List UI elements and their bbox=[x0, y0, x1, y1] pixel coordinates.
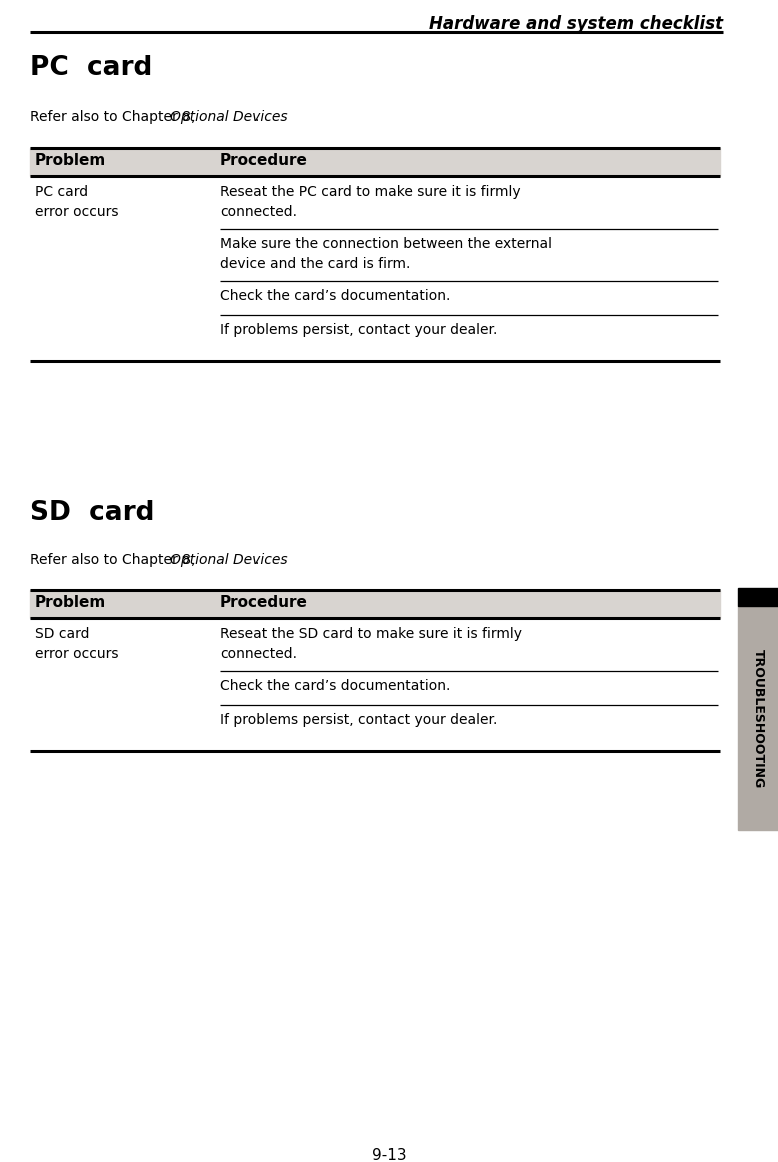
Bar bbox=[738, 588, 778, 607]
Text: Refer also to Chapter 8,: Refer also to Chapter 8, bbox=[30, 553, 200, 567]
Text: .: . bbox=[255, 553, 259, 567]
Text: .: . bbox=[255, 110, 259, 124]
Text: Procedure: Procedure bbox=[220, 153, 308, 168]
Text: If problems persist, contact your dealer.: If problems persist, contact your dealer… bbox=[220, 323, 497, 337]
Text: PC card
error occurs: PC card error occurs bbox=[35, 185, 118, 218]
Bar bbox=[30, 148, 720, 175]
Bar bbox=[738, 607, 778, 830]
Text: Check the card’s documentation.: Check the card’s documentation. bbox=[220, 679, 450, 693]
Text: Problem: Problem bbox=[35, 595, 107, 610]
Text: Hardware and system checklist: Hardware and system checklist bbox=[429, 15, 723, 33]
Text: Procedure: Procedure bbox=[220, 595, 308, 610]
Text: Optional Devices: Optional Devices bbox=[170, 110, 288, 124]
Text: TROUBLESHOOTING: TROUBLESHOOTING bbox=[752, 650, 765, 789]
Text: If problems persist, contact your dealer.: If problems persist, contact your dealer… bbox=[220, 713, 497, 727]
Text: PC  card: PC card bbox=[30, 55, 152, 81]
Text: Refer also to Chapter 8,: Refer also to Chapter 8, bbox=[30, 110, 200, 124]
Text: Reseat the SD card to make sure it is firmly
connected.: Reseat the SD card to make sure it is fi… bbox=[220, 627, 522, 660]
Text: Make sure the connection between the external
device and the card is firm.: Make sure the connection between the ext… bbox=[220, 237, 552, 271]
Text: Optional Devices: Optional Devices bbox=[170, 553, 288, 567]
Text: Problem: Problem bbox=[35, 153, 107, 168]
Text: Check the card’s documentation.: Check the card’s documentation. bbox=[220, 289, 450, 303]
Text: SD card
error occurs: SD card error occurs bbox=[35, 627, 118, 660]
Text: Reseat the PC card to make sure it is firmly
connected.: Reseat the PC card to make sure it is fi… bbox=[220, 185, 520, 218]
Text: 9-13: 9-13 bbox=[372, 1148, 406, 1162]
Bar bbox=[30, 590, 720, 618]
Text: SD  card: SD card bbox=[30, 500, 155, 526]
